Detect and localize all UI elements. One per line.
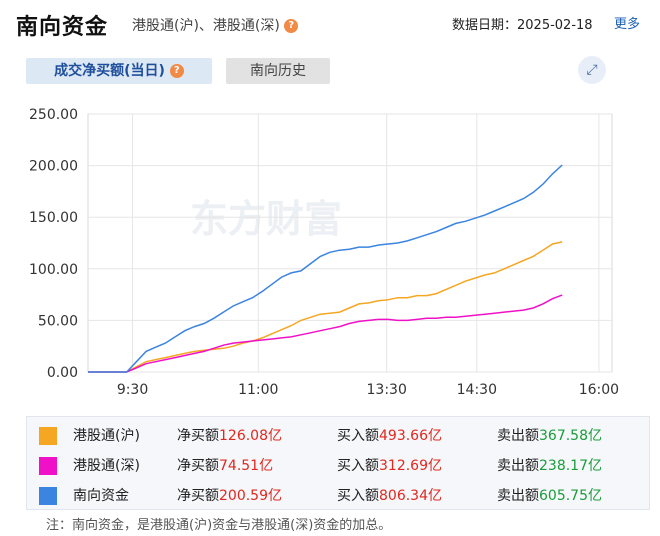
x-tick-label: 13:30 <box>367 382 407 398</box>
y-tick-label: 100.00 <box>29 262 78 278</box>
y-tick-label: 50.00 <box>38 313 78 329</box>
tab-net-buy-today-label: 成交净买额(当日) <box>54 63 165 79</box>
x-tick-label: 11:00 <box>238 382 278 398</box>
sell-amount: 卖出额238.17亿 <box>497 455 602 475</box>
buy-label: 买入额 <box>337 458 379 474</box>
footnote: 注：南向资金，是港股通(沪)资金与港股通(深)资金的加总。 <box>46 518 392 533</box>
series-line-0 <box>88 241 563 373</box>
legend-swatch <box>39 457 57 475</box>
header: 南向资金 港股通(沪)、港股通(深) ? 数据日期：2025-02-18 更多 <box>0 0 660 44</box>
buy-amount: 买入额806.34亿 <box>337 485 442 505</box>
legend-swatch <box>39 427 57 445</box>
sell-value: 238.17亿 <box>539 458 602 474</box>
buy-amount: 买入额493.66亿 <box>337 425 442 445</box>
tab-net-buy-today[interactable]: 成交净买额(当日) ? <box>26 58 212 84</box>
net-buy-label: 净买额 <box>177 458 219 474</box>
buy-value: 312.69亿 <box>379 458 442 474</box>
question-circle-icon[interactable]: ? <box>284 19 299 33</box>
y-tick-label: 250.00 <box>29 107 78 123</box>
buy-amount: 买入额312.69亿 <box>337 455 442 475</box>
net-buy: 净买额200.59亿 <box>177 485 282 505</box>
subtitle-text: 港股通(沪)、港股通(深) <box>132 18 280 34</box>
legend-row-total: 南向资金 净买额200.59亿 买入额806.34亿 卖出额605.75亿 <box>27 479 649 509</box>
buy-value: 493.66亿 <box>379 428 442 444</box>
net-buy-label: 净买额 <box>177 488 219 504</box>
x-tick-label: 16:00 <box>579 382 619 398</box>
legend-name: 港股通(深) <box>73 458 140 474</box>
buy-value: 806.34亿 <box>379 488 442 504</box>
legend-swatch <box>39 487 57 505</box>
data-date: 数据日期：2025-02-18 <box>452 18 593 33</box>
sell-value: 605.75亿 <box>539 488 602 504</box>
tab-southbound-history[interactable]: 南向历史 <box>226 58 330 84</box>
net-buy: 净买额74.51亿 <box>177 455 273 475</box>
legend-row-sh: 港股通(沪) 净买额126.08亿 买入额493.66亿 卖出额367.58亿 <box>27 419 649 449</box>
net-buy-value: 200.59亿 <box>219 488 282 504</box>
plot-border <box>87 113 613 373</box>
tab-southbound-history-label: 南向历史 <box>250 63 306 79</box>
series-line-2 <box>88 164 563 373</box>
line-chart: 东方财富 0.00 50.00 100.00 150.00 200.00 250.00 9… <box>29 107 619 398</box>
sell-amount: 卖出额605.75亿 <box>497 485 602 505</box>
subtitle: 港股通(沪)、港股通(深) ? <box>132 15 299 35</box>
net-buy-value: 126.08亿 <box>219 428 282 444</box>
sell-label: 卖出额 <box>497 458 539 474</box>
sell-label: 卖出额 <box>497 488 539 504</box>
x-tick-label: 9:30 <box>117 382 148 398</box>
buy-label: 买入额 <box>337 428 379 444</box>
net-buy-label: 净买额 <box>177 428 219 444</box>
series-line-1 <box>88 294 563 373</box>
legend-name: 南向资金 <box>73 488 129 504</box>
page-title: 南向资金 <box>16 15 109 40</box>
net-buy-value: 74.51亿 <box>219 458 274 474</box>
buy-label: 买入额 <box>337 488 379 504</box>
sell-value: 367.58亿 <box>539 428 602 444</box>
more-link[interactable]: 更多 <box>614 17 641 32</box>
legend-row-sz: 港股通(深) 净买额74.51亿 买入额312.69亿 卖出额238.17亿 <box>27 449 649 479</box>
watermark: 东方财富 <box>190 197 342 241</box>
sell-amount: 卖出额367.58亿 <box>497 425 602 445</box>
question-circle-icon[interactable]: ? <box>169 64 184 78</box>
y-tick-label: 0.00 <box>47 365 78 381</box>
y-tick-label: 200.00 <box>29 159 78 175</box>
x-tick-label: 14:30 <box>457 382 497 398</box>
y-tick-label: 150.00 <box>29 210 78 226</box>
legend-panel: 港股通(沪) 净买额126.08亿 买入额493.66亿 卖出额367.58亿 … <box>26 416 650 510</box>
legend-name: 港股通(沪) <box>73 428 140 444</box>
net-buy: 净买额126.08亿 <box>177 425 282 445</box>
sell-label: 卖出额 <box>497 428 539 444</box>
expand-arrows-icon[interactable]: ⤢ <box>578 56 606 84</box>
